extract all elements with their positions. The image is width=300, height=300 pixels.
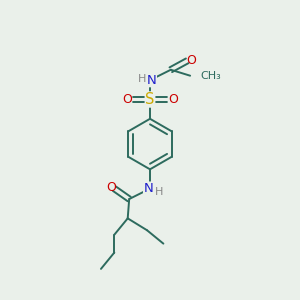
Text: H: H (137, 74, 146, 84)
Text: H: H (155, 187, 163, 196)
Text: N: N (147, 74, 156, 87)
Text: N: N (144, 182, 153, 195)
Text: CH₃: CH₃ (200, 71, 221, 81)
Text: O: O (168, 93, 178, 106)
Text: O: O (106, 181, 116, 194)
Text: S: S (145, 92, 155, 107)
Text: O: O (186, 54, 196, 67)
Text: O: O (122, 93, 132, 106)
